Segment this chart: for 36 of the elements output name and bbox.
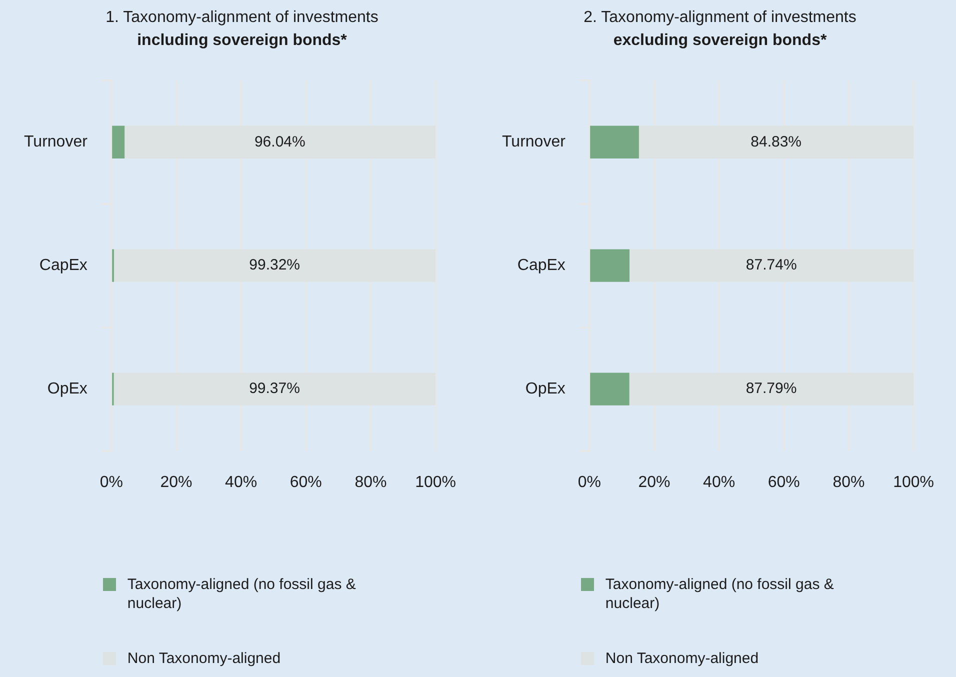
y-tick-label: Turnover	[24, 134, 88, 151]
bar	[590, 372, 630, 406]
bar	[112, 126, 125, 158]
bar	[590, 126, 639, 158]
y-tick-label: CapEx	[39, 257, 88, 274]
legend-label: Non Taxonomy-aligned	[127, 649, 281, 668]
x-tick-label: 0%	[578, 474, 601, 491]
chart-subtitle: excluding sovereign bonds*	[613, 32, 828, 50]
x-tick-label: 80%	[354, 474, 387, 491]
data-label: 99.32%	[249, 256, 300, 274]
data-label: 96.04%	[254, 133, 306, 150]
y-tick-label: Turnover	[502, 134, 566, 151]
x-tick-label: 0%	[100, 474, 123, 491]
x-tick-label: 60%	[768, 474, 800, 491]
x-tick-label: 80%	[832, 474, 865, 491]
x-tick-label: 60%	[290, 474, 322, 491]
y-tick-label: OpEx	[525, 380, 566, 398]
chart-subtitle: including sovereign bonds*	[137, 32, 348, 50]
legend-label: Non Taxonomy-aligned	[605, 649, 759, 668]
y-tick-label: CapEx	[517, 257, 566, 274]
x-tick-label: 40%	[703, 474, 736, 491]
data-label: 84.83%	[750, 133, 802, 150]
data-label: 87.74%	[746, 256, 797, 274]
x-tick-label: 100%	[415, 474, 456, 491]
y-tick-label: OpEx	[47, 380, 88, 398]
legend-label: Taxonomy-aligned (no fossil gas & nuclear)	[605, 575, 835, 613]
data-label: 99.37%	[249, 380, 300, 398]
chart-title: 1. Taxonomy-alignment of investments	[106, 9, 378, 26]
x-tick-label: 100%	[893, 474, 934, 491]
legend-label: Taxonomy-aligned (no fossil gas & nuclear)	[127, 575, 357, 613]
bar	[590, 249, 630, 282]
data-label: 87.79%	[746, 380, 797, 398]
chart-title: 2. Taxonomy-alignment of investments	[584, 9, 856, 26]
x-tick-label: 40%	[225, 474, 258, 491]
x-tick-label: 20%	[638, 474, 670, 491]
x-tick-label: 20%	[160, 474, 192, 491]
